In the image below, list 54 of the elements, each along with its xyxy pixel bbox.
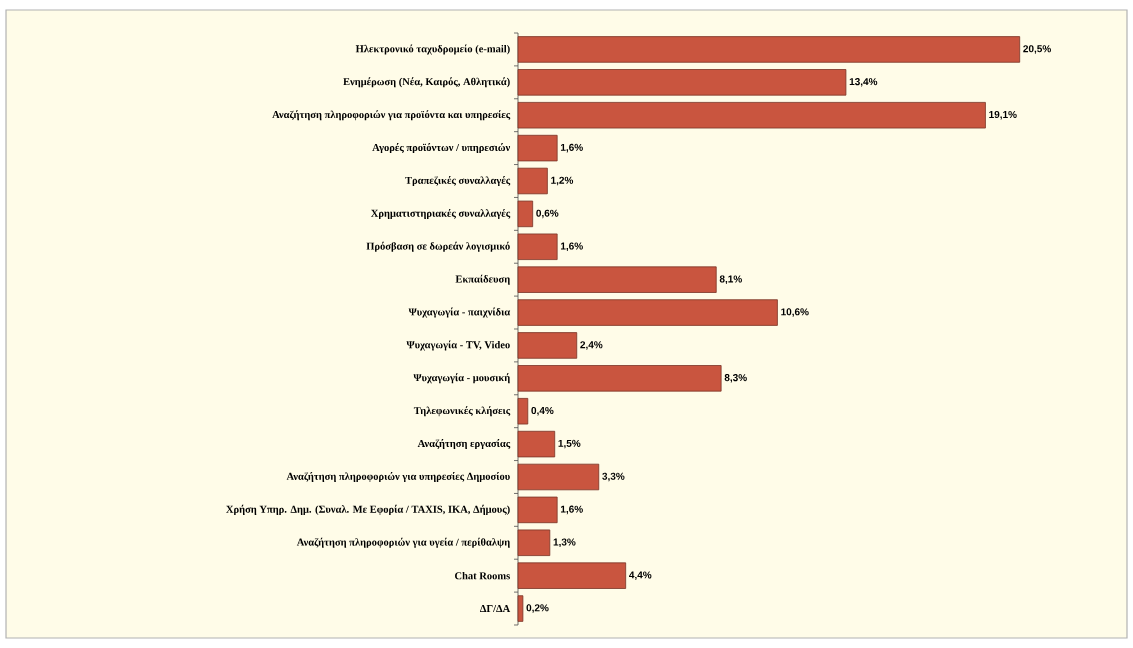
y-tick-label: Χρηματιστηριακές συναλλαγές	[370, 208, 511, 219]
y-tick-label: Ψυχαγωγία - μουσική	[413, 373, 510, 384]
y-tick-label: Chat Rooms	[455, 571, 510, 580]
bar	[517, 496, 558, 524]
data-label: 19,1%	[989, 110, 1017, 120]
bar	[517, 562, 627, 589]
data-label: 20,5%	[1023, 45, 1051, 54]
bar	[517, 529, 551, 556]
bar	[517, 463, 600, 491]
y-tick-label: Τηλεφωνικές κλήσεις	[413, 406, 511, 417]
y-tick-label: Ενημέρωση (Νέα, Καιρός, Αθλητικά)	[343, 77, 510, 88]
y-tick-label: Αγορές προϊόντων / υπηρεσιών	[372, 143, 511, 154]
y-tick-label: Αναζήτηση πληροφοριών για υγεία / περίθαλψη	[296, 537, 510, 548]
bar	[517, 36, 1021, 63]
bar	[517, 134, 558, 162]
y-tick-label: Εκπαίδευση	[455, 274, 510, 285]
y-tick-label: Τραπεζικές συναλλαγές	[405, 175, 511, 187]
y-tick-label: ΔΓ/ΔΑ	[480, 605, 511, 613]
y-tick-label: Αναζήτηση πληροφοριών για προϊόντα και υπηρεσίες	[272, 110, 511, 121]
data-label: 1,5%	[558, 439, 581, 449]
data-label: 0,6%	[536, 209, 559, 219]
y-tick-label: Πρόσβαση σε δωρεάν λογισμικό	[366, 241, 510, 252]
data-label: 13,4%	[849, 78, 878, 87]
bar	[517, 332, 578, 359]
data-label: 8,3%	[724, 374, 747, 383]
bar	[517, 233, 558, 260]
y-tick-label: Αναζήτηση εργασίας	[417, 439, 511, 450]
bar	[517, 266, 717, 293]
data-label: 1,3%	[553, 538, 576, 548]
y-tick-label: Αναζήτηση πληροφοριών για υπηρεσίες Δημοσίου	[286, 471, 510, 483]
data-label: 1,6%	[560, 505, 583, 515]
data-label: 2,4%	[580, 341, 603, 350]
bar	[517, 167, 548, 195]
y-tick-label: Ψυχαγωγία - TV, Video	[406, 340, 510, 351]
data-label: 3,3%	[602, 472, 625, 482]
data-label: 1,6%	[560, 242, 583, 252]
data-label: 1,2%	[551, 176, 574, 186]
data-label: 8,1%	[719, 275, 742, 284]
data-label: 10,6%	[781, 308, 809, 317]
data-label: 0,2%	[526, 604, 549, 613]
y-tick-label: Ψυχαγωγία - παιχνίδια	[408, 307, 511, 318]
y-tick-label: Χρήση Υπηρ. Δημ. (Συναλ. Με Εφορία / TAXIS, ΙΚΑ, Δήμους)	[226, 504, 510, 515]
y-tick-label: Ηλεκτρονικό ταχυδρομείο (e-mail)	[355, 44, 510, 55]
data-label: 1,6%	[560, 143, 583, 153]
bar	[517, 397, 529, 425]
data-label: 4,4%	[629, 571, 652, 580]
bar	[517, 299, 778, 326]
bar	[517, 430, 556, 458]
bar	[517, 200, 534, 228]
data-label: 0,4%	[531, 406, 554, 416]
bar	[517, 69, 847, 96]
bar	[517, 595, 524, 622]
bar	[517, 365, 722, 392]
bar	[517, 102, 986, 129]
